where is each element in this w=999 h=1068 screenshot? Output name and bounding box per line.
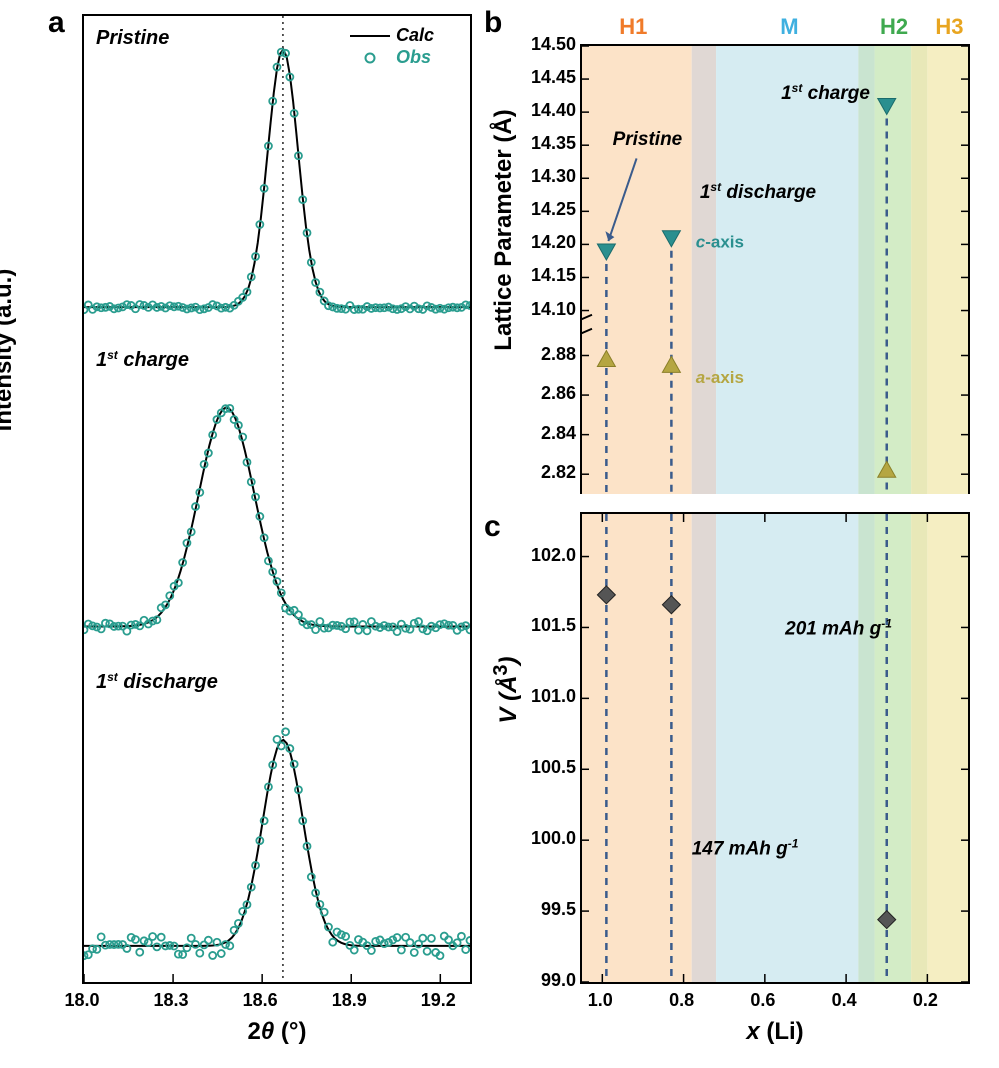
panel-b-ytick: 14.50 xyxy=(522,34,576,55)
panel-b-ytick: 14.25 xyxy=(522,199,576,220)
panel-c-xtick: 0.6 xyxy=(745,990,781,1011)
phase-label-H2: H2 xyxy=(869,14,919,40)
panel-a-ylabel: Intensity (a.u.) xyxy=(0,200,18,500)
panel-a-xtick: 18.9 xyxy=(329,990,369,1011)
panel-a-xlabel: 2θ (°) xyxy=(82,1018,472,1046)
panel-b-ytick: 14.30 xyxy=(522,166,576,187)
xli-label: x (Li) xyxy=(746,1018,803,1045)
panel-b-ytick: 14.45 xyxy=(522,67,576,88)
panel-label-c: c xyxy=(484,510,501,544)
panel-c-xtick: 0.8 xyxy=(664,990,700,1011)
panel-a-svg: Pristine 1st charge 1st discharge CalcObs xyxy=(84,16,470,982)
panel-b-ytick: 14.20 xyxy=(522,232,576,253)
panel-a-xtick: 19.2 xyxy=(418,990,458,1011)
panel-c-ytick: 100.0 xyxy=(522,828,576,849)
svg-text:1st charge: 1st charge xyxy=(96,348,189,371)
panel-a-xtick: 18.6 xyxy=(240,990,280,1011)
panel-c-xtick: 1.0 xyxy=(582,990,618,1011)
panel-c-ytick: 101.0 xyxy=(522,686,576,707)
panel-a-xtick: 18.0 xyxy=(62,990,102,1011)
panel-c-ytick: 102.0 xyxy=(522,545,576,566)
panel-b-plot: Pristine1st discharge1st chargec-axisa-a… xyxy=(580,44,970,494)
phase-label-row: H1MH2H3 xyxy=(580,14,970,44)
svg-text:201 mAh g-1: 201 mAh g-1 xyxy=(784,617,892,640)
phase-label-H3: H3 xyxy=(924,14,974,40)
svg-text:Obs: Obs xyxy=(396,47,431,67)
svg-text:Calc: Calc xyxy=(396,25,434,45)
panel-c-ytick: 99.0 xyxy=(522,970,576,991)
panel-b-ytick: 14.10 xyxy=(522,299,576,320)
panel-b-ytick: 14.15 xyxy=(522,265,576,286)
panel-c-ytick: 101.5 xyxy=(522,615,576,636)
panel-c-plot: 201 mAh g-1 147 mAh g-1 xyxy=(580,512,970,984)
panel-b-ytick: 2.88 xyxy=(522,344,576,365)
panel-c-xtick: 0.2 xyxy=(907,990,943,1011)
svg-text:c-axis: c-axis xyxy=(696,233,744,252)
panel-a-plot: Pristine 1st charge 1st discharge CalcObs xyxy=(82,14,472,984)
svg-text:1st discharge: 1st discharge xyxy=(96,670,218,693)
panel-b-ylabel: Lattice Parameter (Å) xyxy=(490,30,518,430)
svg-text:a-axis: a-axis xyxy=(696,368,744,387)
phase-label-M: M xyxy=(764,14,814,40)
panel-c-ytick: 100.5 xyxy=(522,757,576,778)
panel-b-ytick: 14.40 xyxy=(522,100,576,121)
panel-b-ytick: 2.84 xyxy=(522,423,576,444)
panel-b-ytick: 2.86 xyxy=(522,383,576,404)
panel-b-ytick: 2.82 xyxy=(522,462,576,483)
panel-a-xtick: 18.3 xyxy=(151,990,191,1011)
panel-c-ytick: 99.5 xyxy=(522,899,576,920)
panel-c-xtick: 0.4 xyxy=(826,990,862,1011)
figure-root: a b c Intensity (a.u.) Pristine1st charg… xyxy=(0,0,999,1068)
panel-c-svg: 201 mAh g-1 147 mAh g-1 xyxy=(582,514,968,982)
panel-b-ytick: 14.35 xyxy=(522,133,576,154)
panel-b-svg: Pristine1st discharge1st chargec-axisa-a… xyxy=(582,46,968,494)
panel-label-a: a xyxy=(48,6,65,40)
panel-c-xlabel: x (Li) xyxy=(580,1018,970,1046)
two-theta-label: 2θ (°) xyxy=(248,1018,307,1045)
phase-label-H1: H1 xyxy=(608,14,658,40)
panel-c-ylabel-text: V (Å3) xyxy=(495,656,522,723)
svg-text:Pristine: Pristine xyxy=(96,27,169,49)
svg-text:Pristine: Pristine xyxy=(613,129,683,150)
svg-text:147 mAh g-1: 147 mAh g-1 xyxy=(692,836,799,859)
panel-c-ylabel: V (Å3) xyxy=(490,590,523,790)
